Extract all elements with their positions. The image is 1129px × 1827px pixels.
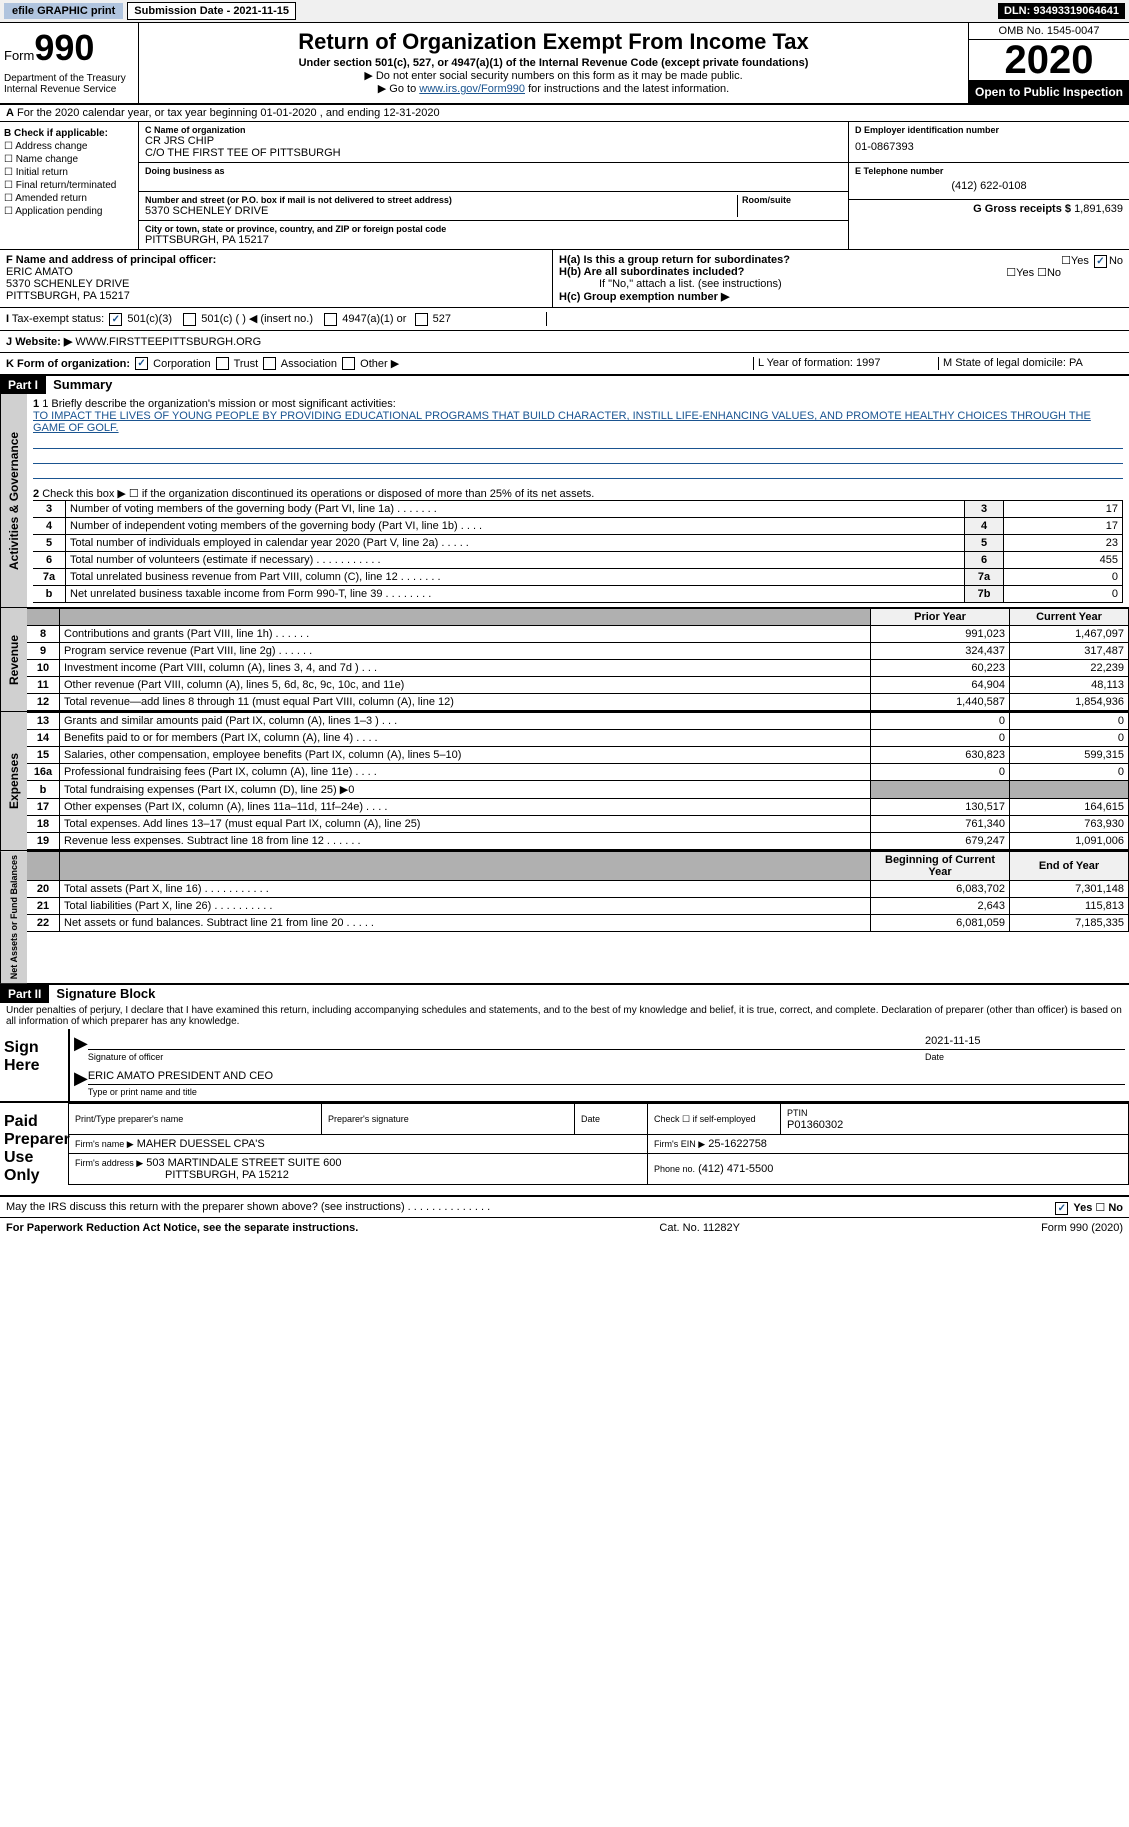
form-title: Return of Organization Exempt From Incom…: [147, 29, 960, 55]
form-number: Form990: [4, 27, 134, 69]
paid-preparer-label: Paid Preparer Use Only: [0, 1103, 68, 1195]
page-footer: For Paperwork Reduction Act Notice, see …: [0, 1218, 1129, 1238]
note-ssn: ▶ Do not enter social security numbers o…: [147, 69, 960, 82]
discuss-yesno[interactable]: Yes ☐ No: [1053, 1201, 1123, 1215]
org-name2: C/O THE FIRST TEE OF PITTSBURGH: [145, 147, 842, 159]
dln-label: DLN: 93493319064641: [998, 3, 1125, 19]
form-subtitle: Under section 501(c), 527, or 4947(a)(1)…: [147, 57, 960, 69]
efile-button[interactable]: efile GRAPHIC print: [4, 3, 123, 19]
irs-link[interactable]: www.irs.gov/Form990: [419, 83, 525, 95]
check-initial[interactable]: ☐ Initial return: [4, 167, 134, 178]
firm-ein: 25-1622758: [708, 1138, 767, 1150]
officer-printed: ERIC AMATO PRESIDENT AND CEO: [88, 1068, 1125, 1085]
vtab-netassets: Net Assets or Fund Balances: [0, 851, 27, 983]
q2: 2 Check this box ▶ ☐ if the organization…: [33, 487, 1123, 500]
sign-arrow-icon: ▶: [74, 1033, 88, 1062]
part2-header-row: Part II Signature Block: [0, 985, 1129, 1003]
year-formation: L Year of formation: 1997: [753, 357, 938, 371]
preparer-table: Print/Type preparer's name Preparer's si…: [68, 1103, 1129, 1185]
website: WWW.FIRSTTEEPITTSBURGH.ORG: [75, 336, 261, 348]
penalty-text: Under penalties of perjury, I declare th…: [0, 1003, 1129, 1029]
section-fh: F Name and address of principal officer:…: [0, 250, 1129, 308]
submission-date: Submission Date - 2021-11-15: [127, 2, 296, 20]
phone: (412) 622-0108: [855, 176, 1123, 196]
ein: 01-0867393: [855, 135, 1123, 159]
firm-name: MAHER DUESSEL CPA'S: [137, 1138, 265, 1150]
org-name1: CR JRS CHIP: [145, 135, 842, 147]
vtab-governance: Activities & Governance: [0, 394, 27, 607]
revenue-table: Prior YearCurrent Year8Contributions and…: [27, 608, 1129, 711]
top-toolbar: efile GRAPHIC print Submission Date - 20…: [0, 0, 1129, 23]
gross-receipts: 1,891,639: [1074, 203, 1123, 215]
city-state: PITTSBURGH, PA 15217: [145, 234, 842, 246]
hb-yesno[interactable]: ☐Yes ☐No: [1006, 266, 1061, 279]
firm-addr: 503 MARTINDALE STREET SUITE 600: [146, 1157, 341, 1169]
street: 5370 SCHENLEY DRIVE: [145, 205, 737, 217]
netassets-table: Beginning of Current YearEnd of Year20To…: [27, 851, 1129, 932]
expenses-table: 13Grants and similar amounts paid (Part …: [27, 712, 1129, 850]
check-corp[interactable]: [135, 357, 148, 370]
dept-label: Department of the Treasury Internal Reve…: [4, 73, 134, 95]
klm-row: K Form of organization: Corporation Trus…: [0, 353, 1129, 377]
check-name[interactable]: ☐ Name change: [4, 154, 134, 165]
name-arrow-icon: ▶: [74, 1068, 88, 1097]
website-row: J Website: ▶ WWW.FIRSTTEEPITTSBURGH.ORG: [0, 331, 1129, 353]
governance-table: 3Number of voting members of the governi…: [33, 500, 1123, 603]
check-address[interactable]: ☐ Address change: [4, 141, 134, 152]
officer-name: ERIC AMATO: [6, 266, 73, 278]
ha-yesno[interactable]: ☐Yes No: [1061, 254, 1123, 268]
sig-date: 2021-11-15: [925, 1035, 1125, 1047]
check-501c[interactable]: [183, 313, 196, 326]
state-domicile: M State of legal domicile: PA: [938, 357, 1123, 371]
tax-exempt-row: I Tax-exempt status: 501(c)(3) 501(c) ( …: [0, 308, 1129, 331]
firm-phone: (412) 471-5500: [698, 1163, 773, 1175]
line-a: A For the 2020 calendar year, or tax yea…: [0, 105, 1129, 122]
section-bcdeg: B Check if applicable: ☐ Address change …: [0, 122, 1129, 250]
check-trust[interactable]: [216, 357, 229, 370]
form-header: Form990 Department of the Treasury Inter…: [0, 23, 1129, 105]
vtab-expenses: Expenses: [0, 712, 27, 850]
check-pending[interactable]: ☐ Application pending: [4, 206, 134, 217]
vtab-revenue: Revenue: [0, 608, 27, 711]
check-501c3[interactable]: [109, 313, 122, 326]
check-527[interactable]: [415, 313, 428, 326]
check-assoc[interactable]: [263, 357, 276, 370]
discuss-row: May the IRS discuss this return with the…: [0, 1197, 1129, 1218]
check-final[interactable]: ☐ Final return/terminated: [4, 180, 134, 191]
check-other[interactable]: [342, 357, 355, 370]
tax-year: 2020: [969, 40, 1129, 81]
sign-here-label: Sign Here: [0, 1029, 68, 1101]
inspection-label: Open to Public Inspection: [969, 81, 1129, 103]
check-amended[interactable]: ☐ Amended return: [4, 193, 134, 204]
q1-label: 1 1 Briefly describe the organization's …: [33, 398, 1123, 410]
part1-header-row: Part I Summary: [0, 376, 1129, 394]
ptin: P01360302: [787, 1119, 843, 1131]
note-link: ▶ Go to www.irs.gov/Form990 for instruct…: [147, 82, 960, 95]
check-4947[interactable]: [324, 313, 337, 326]
mission-text: TO IMPACT THE LIVES OF YOUNG PEOPLE BY P…: [33, 410, 1123, 434]
